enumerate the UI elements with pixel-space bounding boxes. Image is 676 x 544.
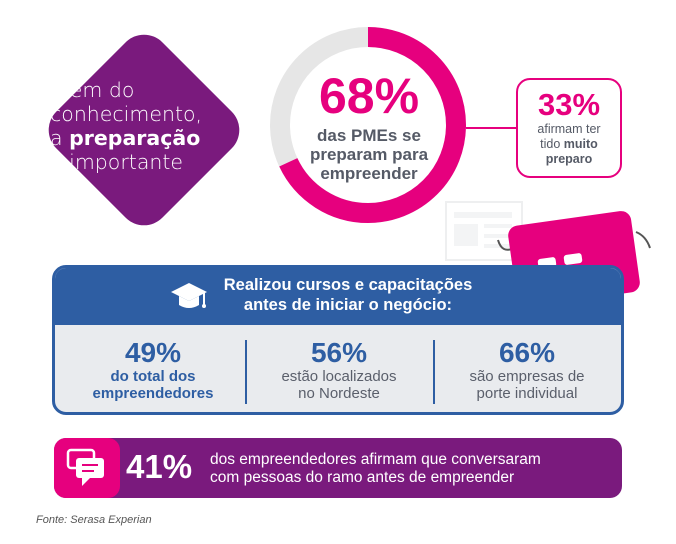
callout-line-2-bold: muito: [563, 137, 598, 151]
intro-line-3: a preparação: [50, 126, 250, 150]
training-panel-title: Realizou cursos e capacitações antes de …: [203, 275, 493, 315]
donut-chart: [270, 27, 466, 223]
panel-title-line-2: antes de iniciar o negócio:: [243, 296, 453, 314]
stat-individual: 66% são empresas de porte individual: [439, 337, 615, 403]
callout-description: afirmam ter tido muito preparo: [518, 122, 620, 167]
training-panel-header: Realizou cursos e capacitações antes de …: [55, 268, 621, 325]
intro-line-3-pre: a: [50, 126, 70, 150]
stat-individual-line-1: são empresas de: [469, 368, 585, 385]
conversation-line-2: com pessoas do ramo antes de empreender: [210, 469, 515, 486]
callout-line-2: tido muito: [518, 137, 620, 152]
conversation-bar: [54, 438, 622, 498]
stat-nordeste: 56% estão localizados no Nordeste: [251, 337, 427, 403]
conversation-line-1: dos empreendedores afirmam que conversar…: [210, 451, 541, 468]
stat-individual-line-2: porte individual: [476, 385, 578, 402]
intro-line-2: conhecimento,: [50, 102, 203, 126]
intro-line-1: Além do: [50, 78, 135, 102]
stat-divider: [245, 340, 247, 404]
intro-text: Além do conhecimento, a preparação é imp…: [50, 78, 250, 174]
callout-line-1: afirmam ter: [537, 122, 601, 136]
callout-percent: 33%: [537, 87, 601, 122]
donut-description: das PMEs se preparam para empreender: [284, 126, 454, 183]
stat-nordeste-line-1: estão localizados: [281, 368, 397, 385]
graduation-cap-icon: [171, 283, 207, 308]
donut-arc-68: [270, 27, 466, 223]
stat-total-number: 49%: [124, 337, 182, 368]
donut-desc-line-3: empreender: [320, 164, 418, 183]
intro-line-3-bold: preparação: [69, 126, 201, 150]
chat-bubbles-icon: [66, 448, 104, 486]
donut-desc-line-1: das PMEs se: [317, 126, 421, 145]
intro-line-4: é importante: [50, 150, 184, 174]
stat-divider: [433, 340, 435, 404]
callout-line-3: preparo: [518, 152, 620, 167]
callout-line-3-bold: preparo: [545, 152, 593, 166]
panel-title-line-1: Realizou cursos e capacitações: [223, 276, 473, 294]
stat-total: 49% do total dos empreendedores: [65, 337, 241, 403]
donut-percent: 68%: [318, 68, 420, 124]
callout-line-2-pre: tido: [540, 137, 564, 151]
source-note: Fonte: Serasa Experian: [36, 514, 152, 526]
donut-desc-line-2: preparam para: [309, 145, 429, 164]
intro-diamond-shape: [48, 34, 240, 226]
stat-total-line-1: do total dos: [110, 368, 196, 385]
donut-label: 68% das PMEs se preparam para empreender: [284, 70, 454, 183]
conversation-description: dos empreendedores afirmam que conversar…: [210, 451, 570, 487]
stat-individual-number: 66%: [498, 337, 556, 368]
callout-connector-line: [466, 127, 518, 129]
callout-box: 33% afirmam ter tido muito preparo: [516, 78, 622, 178]
stat-total-line-2: empreendedores: [92, 385, 214, 402]
stat-nordeste-line-2: no Nordeste: [298, 385, 380, 402]
training-panel: Realizou cursos e capacitações antes de …: [52, 265, 624, 415]
conversation-percent: 41%: [126, 448, 193, 485]
stat-nordeste-number: 56%: [310, 337, 368, 368]
